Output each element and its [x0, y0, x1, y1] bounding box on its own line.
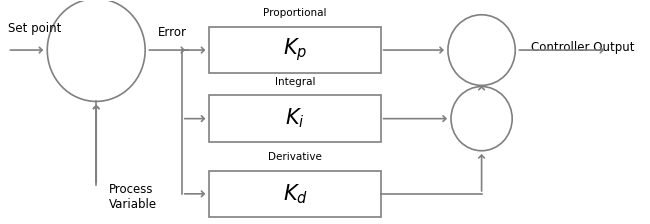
- Text: Set point: Set point: [8, 22, 61, 34]
- Ellipse shape: [448, 15, 515, 85]
- Text: $K_d$: $K_d$: [283, 182, 307, 206]
- Text: $K_p$: $K_p$: [283, 37, 307, 63]
- Text: Derivative: Derivative: [268, 152, 322, 162]
- Ellipse shape: [47, 0, 145, 101]
- Text: Proportional: Proportional: [263, 8, 327, 18]
- Text: Process
Variable: Process Variable: [109, 183, 157, 211]
- Text: $K_i$: $K_i$: [285, 107, 305, 130]
- Bar: [209, 171, 381, 217]
- Bar: [209, 27, 381, 73]
- Text: Controller Output: Controller Output: [530, 41, 634, 54]
- Ellipse shape: [451, 86, 512, 151]
- Bar: [209, 95, 381, 142]
- Text: Integral: Integral: [275, 77, 315, 86]
- Text: Error: Error: [157, 26, 187, 39]
